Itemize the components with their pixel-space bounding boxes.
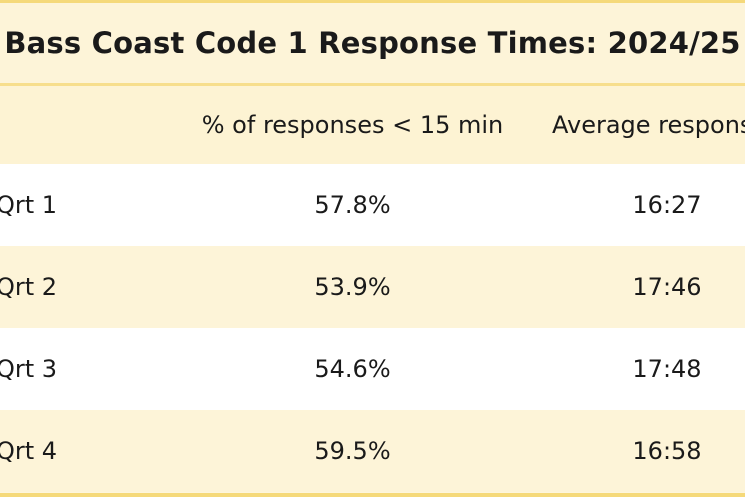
- table-row: Qrt 1 57.8% 16:27: [0, 164, 745, 246]
- row-label: Qrt 1: [0, 191, 58, 219]
- table-row: Qrt 2 53.9% 17:46: [0, 246, 745, 328]
- bottom-border: [0, 493, 745, 497]
- row-average: 16:58: [632, 437, 702, 465]
- table-row: Qrt 4 59.5% 16:58: [0, 410, 745, 492]
- row-percent: 53.9%: [314, 273, 391, 301]
- row-label: Qrt 2: [0, 273, 58, 301]
- row-average: 16:27: [632, 191, 702, 219]
- top-border: [0, 0, 745, 3]
- row-percent: 54.6%: [314, 355, 391, 383]
- row-average: 17:46: [632, 273, 702, 301]
- row-label: Qrt 4: [0, 437, 58, 465]
- header-percent-under-15: % of responses < 15 min: [201, 111, 504, 139]
- header-row: % of responses < 15 min Average respons: [0, 86, 745, 164]
- header-average-response: Average respons: [552, 111, 745, 139]
- row-percent: 59.5%: [314, 437, 391, 465]
- row-percent: 57.8%: [314, 191, 391, 219]
- row-average: 17:48: [632, 355, 702, 383]
- table-row: Qrt 3 54.6% 17:48: [0, 328, 745, 410]
- title-divider: [0, 83, 745, 86]
- row-label: Qrt 3: [0, 355, 58, 383]
- header-quarter: [0, 86, 116, 164]
- table-title: Bass Coast Code 1 Response Times: 2024/2…: [0, 3, 745, 83]
